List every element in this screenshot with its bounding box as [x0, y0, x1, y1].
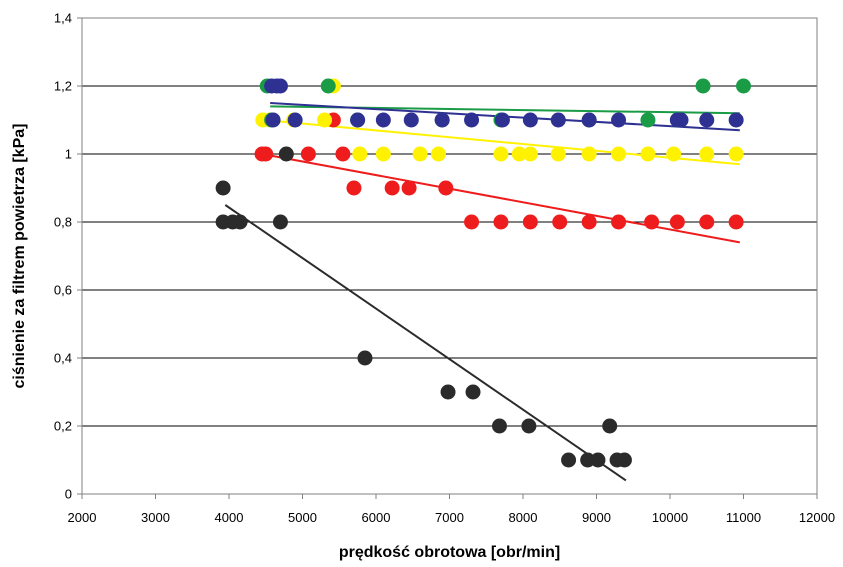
trend-lines [224, 102, 741, 482]
data-point [640, 146, 656, 162]
y-tick-labels: 0 0,2 0,4 0,6 0,8 1 1,2 1,4 [54, 11, 82, 502]
data-point [581, 146, 597, 162]
data-point [287, 112, 303, 128]
data-point [434, 112, 450, 128]
data-point [494, 112, 510, 128]
y-tick-label: 1,2 [54, 79, 72, 94]
data-point [464, 112, 480, 128]
data-point [602, 418, 618, 434]
data-point [522, 146, 538, 162]
data-point [491, 418, 507, 434]
y-tick-label: 0,2 [54, 419, 72, 434]
data-point [552, 214, 568, 230]
data-point [611, 214, 627, 230]
data-point [493, 146, 509, 162]
data-point [258, 146, 274, 162]
data-point [522, 214, 538, 230]
y-tick-label: 1,4 [54, 11, 72, 26]
data-point [403, 112, 419, 128]
data-point [644, 214, 660, 230]
data-point [669, 214, 685, 230]
data-point [581, 214, 597, 230]
data-point [430, 146, 446, 162]
data-point [375, 112, 391, 128]
data-point [384, 180, 400, 196]
data-point [695, 78, 711, 94]
data-point [320, 78, 336, 94]
data-point [666, 146, 682, 162]
data-point [357, 350, 373, 366]
data-point [728, 214, 744, 230]
data-point [300, 146, 316, 162]
x-tick-labels: 2000 3000 4000 5000 6000 7000 8000 9000 10000 110… [68, 494, 835, 525]
trend-line-1 [261, 153, 741, 244]
data-point [278, 146, 294, 162]
data-point [550, 146, 566, 162]
data-point [736, 78, 751, 94]
x-tick-label: 10000 [652, 510, 688, 525]
x-tick-label: 6000 [362, 510, 391, 525]
data-point [401, 180, 417, 196]
data-point [440, 384, 456, 400]
y-tick-label: 1 [65, 147, 72, 162]
data-point [699, 112, 715, 128]
data-point [590, 452, 606, 468]
x-tick-label: 8000 [509, 510, 538, 525]
data-points [215, 78, 751, 468]
trend-line-0 [224, 204, 627, 482]
data-point [699, 146, 715, 162]
data-point [352, 146, 368, 162]
data-point [215, 180, 231, 196]
data-point [550, 112, 566, 128]
data-point [581, 112, 597, 128]
data-point [561, 452, 577, 468]
data-point [699, 214, 715, 230]
y-tick-label: 0,8 [54, 215, 72, 230]
data-point [522, 112, 538, 128]
data-point [640, 112, 656, 128]
data-point [580, 452, 596, 468]
data-point [335, 146, 351, 162]
data-point [350, 112, 366, 128]
data-point [265, 112, 281, 128]
data-point [232, 214, 248, 230]
data-point [438, 180, 454, 196]
x-tick-label: 11000 [726, 510, 761, 525]
x-tick-label: 4000 [215, 510, 244, 525]
y-axis-title: ciśnienie za filtrem powietrza [kPa] [11, 124, 28, 389]
data-point [511, 146, 527, 162]
data-point [616, 452, 632, 468]
x-tick-label: 12000 [799, 510, 835, 525]
data-point [465, 384, 481, 400]
data-point [317, 112, 333, 128]
data-point [346, 180, 362, 196]
data-point [728, 146, 744, 162]
x-tick-label: 5000 [288, 510, 317, 525]
x-tick-label: 7000 [435, 510, 464, 525]
data-point [464, 214, 480, 230]
x-tick-label: 9000 [582, 510, 611, 525]
x-axis-title: prędkość obrotowa [obr/min] [339, 544, 560, 561]
data-point [521, 418, 537, 434]
data-point [375, 146, 391, 162]
x-tick-label: 2000 [68, 510, 97, 525]
y-tick-label: 0 [65, 487, 72, 502]
data-point [272, 214, 288, 230]
data-point [493, 214, 509, 230]
trend-line-2 [264, 119, 740, 166]
x-tick-label: 3000 [141, 510, 170, 525]
y-tick-label: 0,6 [54, 283, 72, 298]
data-point [272, 78, 288, 94]
data-point [728, 112, 744, 128]
y-tick-label: 0,4 [54, 351, 72, 366]
data-point [611, 146, 627, 162]
data-point [673, 112, 689, 128]
data-point [611, 112, 627, 128]
data-point [412, 146, 428, 162]
